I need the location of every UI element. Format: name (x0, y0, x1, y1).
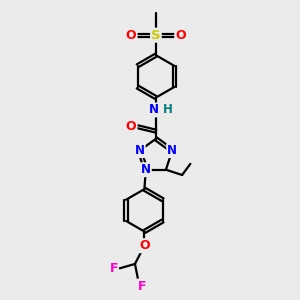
Text: O: O (175, 29, 186, 42)
Text: N: N (135, 144, 145, 157)
Text: H: H (163, 103, 173, 116)
Text: O: O (126, 120, 136, 133)
Text: F: F (110, 262, 118, 275)
Text: N: N (148, 103, 158, 116)
Text: O: O (139, 239, 150, 252)
Text: N: N (167, 144, 177, 157)
Text: F: F (138, 280, 146, 292)
Text: S: S (151, 29, 161, 42)
Text: N: N (141, 163, 151, 176)
Text: O: O (126, 29, 136, 42)
